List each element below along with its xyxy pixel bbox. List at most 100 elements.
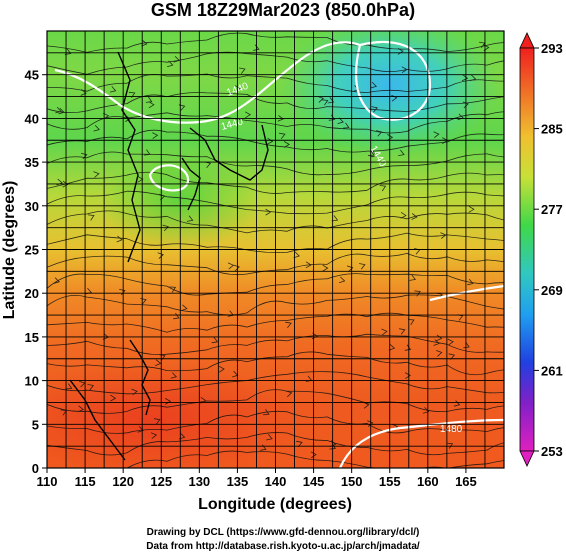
streamline-arrow	[141, 39, 148, 47]
colorbar-bottom-arrow	[519, 450, 535, 467]
y-tick-label: 30	[25, 199, 39, 214]
streamline-arrow	[469, 74, 477, 82]
streamline-arrow	[181, 304, 188, 311]
streamline-arrow	[170, 372, 178, 379]
streamline	[47, 450, 504, 468]
streamline-arrow	[397, 48, 404, 55]
y-tick-label: 40	[25, 111, 39, 126]
y-tick-label: 25	[25, 243, 39, 258]
streamline-arrow	[265, 208, 272, 216]
map-field: 1440 1440 1440 1480	[47, 31, 504, 468]
y-tick-label: 45	[25, 68, 39, 83]
x-tick-label: 150	[341, 474, 363, 489]
streamline-arrow	[178, 104, 186, 111]
x-tick-label: 135	[227, 474, 249, 489]
credit-drawing: Drawing by DCL (https://www.gfd-dennou.o…	[146, 527, 420, 538]
contour-1480	[338, 418, 504, 468]
colorbar: 293 285 277 269 261 253	[519, 32, 563, 467]
x-tick-label: 110	[37, 474, 58, 489]
streamline-arrow	[467, 278, 474, 286]
colorbar-tick-label: 285	[541, 122, 563, 137]
streamline-arrow	[401, 66, 408, 74]
x-tick-label: 155	[379, 474, 401, 489]
streamline-arrow	[305, 261, 312, 269]
colorbar-ticks: 293 285 277 269 261 253	[534, 41, 563, 459]
x-axis-ticks: 110 115 120 125 130 135 140 145 150 155 160 165	[37, 468, 477, 489]
streamline-arrow	[342, 122, 350, 129]
streamline-arrow	[227, 262, 235, 270]
streamline-arrow	[398, 149, 405, 156]
streamline-arrow	[468, 205, 475, 213]
y-axis-ticks: 0 5 10 15 20 25 30 35 40 45	[25, 68, 47, 476]
contour-low-center	[148, 164, 190, 192]
streamline-arrow	[153, 418, 161, 425]
streamline-arrow	[88, 214, 95, 221]
streamline-arrow	[411, 213, 418, 220]
map-title: GSM 18Z29Mar2023 (850.0hPa)	[150, 0, 416, 20]
x-tick-label: 125	[150, 474, 172, 489]
streamline-arrow	[145, 96, 153, 103]
streamline-arrow	[65, 383, 73, 390]
streamline-arrow	[109, 86, 117, 93]
x-tick-label: 140	[265, 474, 287, 489]
streamline-arrow	[53, 277, 60, 284]
streamline-arrow	[262, 409, 270, 416]
contour-east-edge	[429, 284, 504, 302]
streamline-arrow	[239, 67, 246, 74]
streamline-arrow	[157, 252, 164, 259]
coastline-japan	[189, 124, 269, 181]
y-tick-label: 15	[25, 330, 39, 345]
streamline-arrow	[387, 134, 394, 141]
streamline-arrow	[137, 175, 144, 183]
x-tick-label: 130	[188, 474, 210, 489]
streamline-arrow	[400, 211, 407, 219]
streamline-arrow	[453, 400, 461, 407]
streamline-arrow	[77, 405, 84, 413]
streamline-arrow	[62, 180, 69, 188]
colorbar-tick-label: 261	[541, 363, 563, 378]
gridlines	[47, 31, 504, 468]
streamline-arrow	[370, 81, 378, 89]
streamline-arrow	[346, 265, 354, 273]
streamline-arrow	[285, 390, 293, 398]
streamline-arrow	[244, 111, 251, 119]
streamline-arrow	[152, 132, 159, 139]
warm-region	[47, 360, 300, 468]
streamline-arrow	[310, 451, 317, 459]
streamline-arrow	[173, 56, 180, 63]
streamline-arrow	[381, 328, 388, 336]
colorbar-tick-label: 293	[541, 41, 563, 56]
streamline-arrow	[234, 85, 241, 92]
streamline-arrow	[463, 342, 470, 349]
x-tick-label: 165	[455, 474, 477, 489]
streamline-arrow	[55, 106, 62, 114]
colorbar-tick-label: 253	[541, 444, 563, 459]
streamline-arrow	[165, 398, 172, 405]
streamline-arrow	[368, 149, 375, 157]
x-tick-label: 145	[303, 474, 325, 489]
streamline-arrow	[211, 336, 219, 344]
streamline-arrow	[148, 101, 155, 109]
coastline-korea	[181, 157, 201, 211]
streamline-arrow	[162, 224, 169, 232]
streamline-arrow	[150, 432, 158, 439]
streamline-arrow	[462, 101, 469, 109]
streamline-arrow	[321, 99, 329, 106]
streamline-arrow	[116, 235, 123, 243]
streamline-arrow	[363, 401, 370, 409]
y-tick-label: 10	[25, 374, 39, 389]
streamline-arrow	[64, 48, 72, 55]
streamline-arrow	[433, 339, 440, 346]
streamline-arrow	[391, 94, 398, 102]
streamline-arrow	[283, 141, 290, 148]
streamline-arrow	[137, 426, 144, 433]
streamline-arrow	[58, 107, 65, 115]
streamline-arrow	[131, 388, 138, 396]
streamline-arrow	[87, 384, 95, 391]
coastline-indochina	[69, 379, 126, 461]
streamline-arrow	[447, 338, 454, 346]
streamline-arrow	[436, 334, 443, 342]
streamline-arrow	[409, 274, 417, 281]
y-axis-label: Latitude (degrees)	[1, 181, 18, 320]
